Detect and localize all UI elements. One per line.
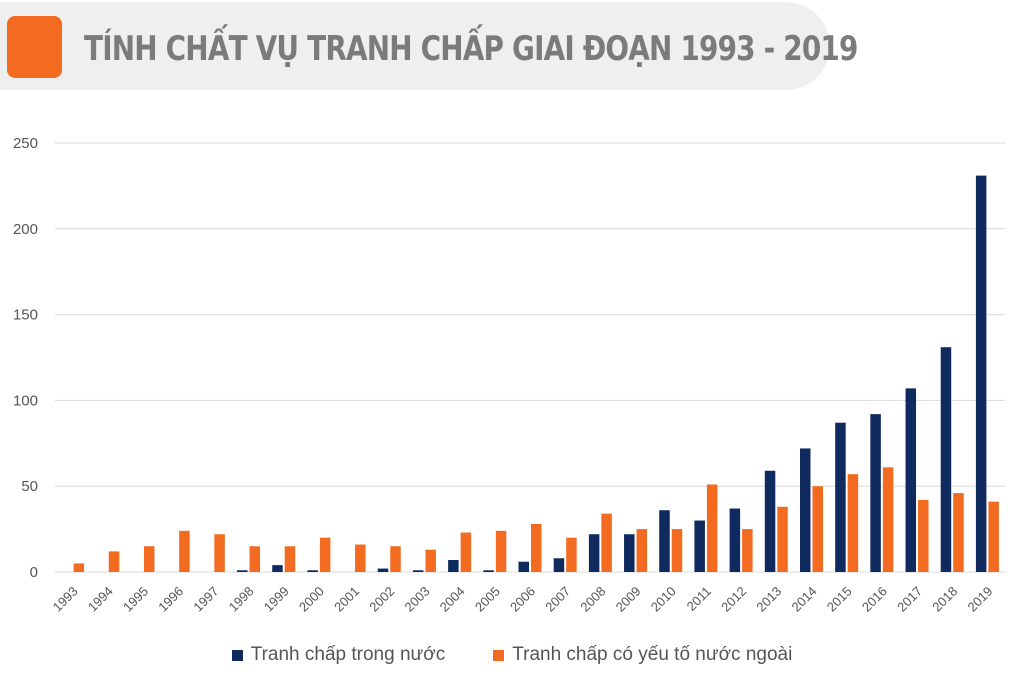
- bar-foreign: [355, 544, 366, 572]
- x-tick-label: 1996: [155, 584, 186, 615]
- bar-foreign: [742, 529, 753, 572]
- bar-domestic: [624, 534, 635, 572]
- x-tick-label: 2008: [577, 584, 608, 615]
- x-tick-label: 1999: [261, 584, 292, 615]
- bar-domestic: [659, 510, 670, 572]
- bar-foreign: [777, 506, 788, 572]
- x-tick-label: 2000: [296, 584, 327, 615]
- bar-foreign: [953, 493, 964, 572]
- bar-foreign: [319, 537, 331, 572]
- x-tick-label: 2019: [964, 584, 995, 615]
- bar-domestic: [870, 414, 881, 572]
- bar-foreign: [214, 534, 225, 572]
- x-tick-label: 2011: [684, 584, 714, 614]
- legend-swatch-domestic: [231, 649, 243, 661]
- y-tick-label: 250: [13, 135, 38, 152]
- y-tick-label: 100: [13, 392, 38, 409]
- bars: [73, 175, 999, 572]
- y-tick-label: 50: [21, 478, 38, 495]
- bar-foreign: [108, 551, 120, 572]
- bar-domestic: [588, 534, 600, 572]
- bar-foreign: [460, 532, 472, 572]
- x-tick-label: 2003: [402, 584, 433, 615]
- x-tick-label: 2015: [824, 584, 855, 615]
- x-tick-label: 2017: [894, 584, 925, 615]
- x-tick-label: 2009: [613, 584, 644, 615]
- chart-title: TÍNH CHẤT VỤ TRANH CHẤP GIAI ĐOẠN 1993 -…: [84, 29, 858, 69]
- bar-domestic: [518, 561, 529, 572]
- bar-foreign: [531, 523, 542, 572]
- bar-foreign: [601, 513, 612, 572]
- bar-domestic: [975, 175, 987, 572]
- bar-domestic: [553, 558, 565, 572]
- bar-domestic: [237, 570, 248, 572]
- legend-label-domestic: Tranh chấp trong nước: [250, 644, 446, 665]
- bar-foreign: [882, 467, 894, 572]
- x-tick-label: 2004: [437, 584, 468, 615]
- title-banner: TÍNH CHẤT VỤ TRANH CHẤP GIAI ĐOẠN 1993 -…: [0, 2, 858, 90]
- bar-domestic: [377, 568, 389, 572]
- y-tick-label: 150: [13, 307, 38, 324]
- bar-foreign: [495, 530, 507, 572]
- bar-domestic: [483, 570, 494, 572]
- x-tick-label: 2007: [542, 584, 573, 615]
- bar-foreign: [988, 501, 999, 572]
- x-tick-label: 2013: [753, 584, 784, 615]
- x-tick-label: 2012: [718, 584, 749, 615]
- x-tick-label: 1994: [85, 584, 116, 615]
- legend: Tranh chấp trong nước Tranh chấp có yếu …: [0, 644, 1024, 666]
- y-tick-label: 200: [13, 221, 38, 238]
- x-tick-label: 2001: [331, 584, 362, 615]
- bar-domestic: [940, 347, 952, 572]
- bar-domestic: [694, 520, 705, 572]
- grid-lines: [55, 142, 1005, 573]
- bar-domestic: [448, 559, 459, 572]
- legend-item-domestic: Tranh chấp trong nước: [231, 644, 446, 666]
- bar-foreign: [812, 486, 823, 572]
- x-tick-label: 2006: [507, 584, 538, 615]
- x-tick-label: 2014: [789, 584, 820, 615]
- x-tick-label: 2005: [472, 584, 503, 615]
- bar-foreign: [249, 546, 261, 572]
- bar-foreign: [847, 474, 859, 572]
- legend-swatch-foreign: [493, 649, 505, 661]
- bar-domestic: [272, 565, 283, 572]
- bar-domestic: [729, 508, 741, 572]
- bar-foreign: [390, 546, 401, 572]
- bar-domestic: [307, 570, 318, 572]
- legend-item-foreign: Tranh chấp có yếu tố nước ngoài: [493, 644, 792, 666]
- bar-domestic: [905, 388, 917, 572]
- bar-foreign: [143, 546, 155, 572]
- bar-domestic: [835, 422, 846, 572]
- x-tick-label: 1997: [190, 584, 221, 615]
- bar-foreign: [284, 546, 296, 572]
- bar-domestic: [412, 570, 424, 572]
- x-axis-ticks: 1993 1994 1995 1996 1997 1998 1999 2000 2001 2002…: [50, 584, 996, 615]
- x-tick-label: 2010: [648, 584, 679, 615]
- bar-foreign: [425, 549, 436, 572]
- legend-label-foreign: Tranh chấp có yếu tố nước ngoài: [512, 644, 793, 665]
- bar-foreign: [566, 537, 577, 572]
- bar-foreign: [636, 529, 648, 572]
- bar-foreign: [918, 499, 929, 572]
- bar-domestic: [799, 448, 811, 572]
- x-tick-label: 2016: [859, 584, 890, 615]
- x-tick-label: 1995: [120, 584, 151, 615]
- bar-foreign: [706, 484, 718, 572]
- bar-foreign: [179, 530, 190, 572]
- x-tick-label: 1998: [226, 584, 257, 615]
- title-accent-block: [7, 16, 62, 78]
- x-tick-label: 1993: [50, 584, 81, 615]
- bar-domestic: [764, 470, 776, 572]
- bar-foreign: [73, 563, 85, 572]
- x-tick-label: 2002: [366, 584, 397, 615]
- bar-foreign: [671, 529, 683, 572]
- x-tick-label: 2018: [929, 584, 960, 615]
- y-tick-label: 0: [30, 564, 38, 581]
- y-axis-ticks: 0 50 100 150 200 250: [13, 135, 38, 581]
